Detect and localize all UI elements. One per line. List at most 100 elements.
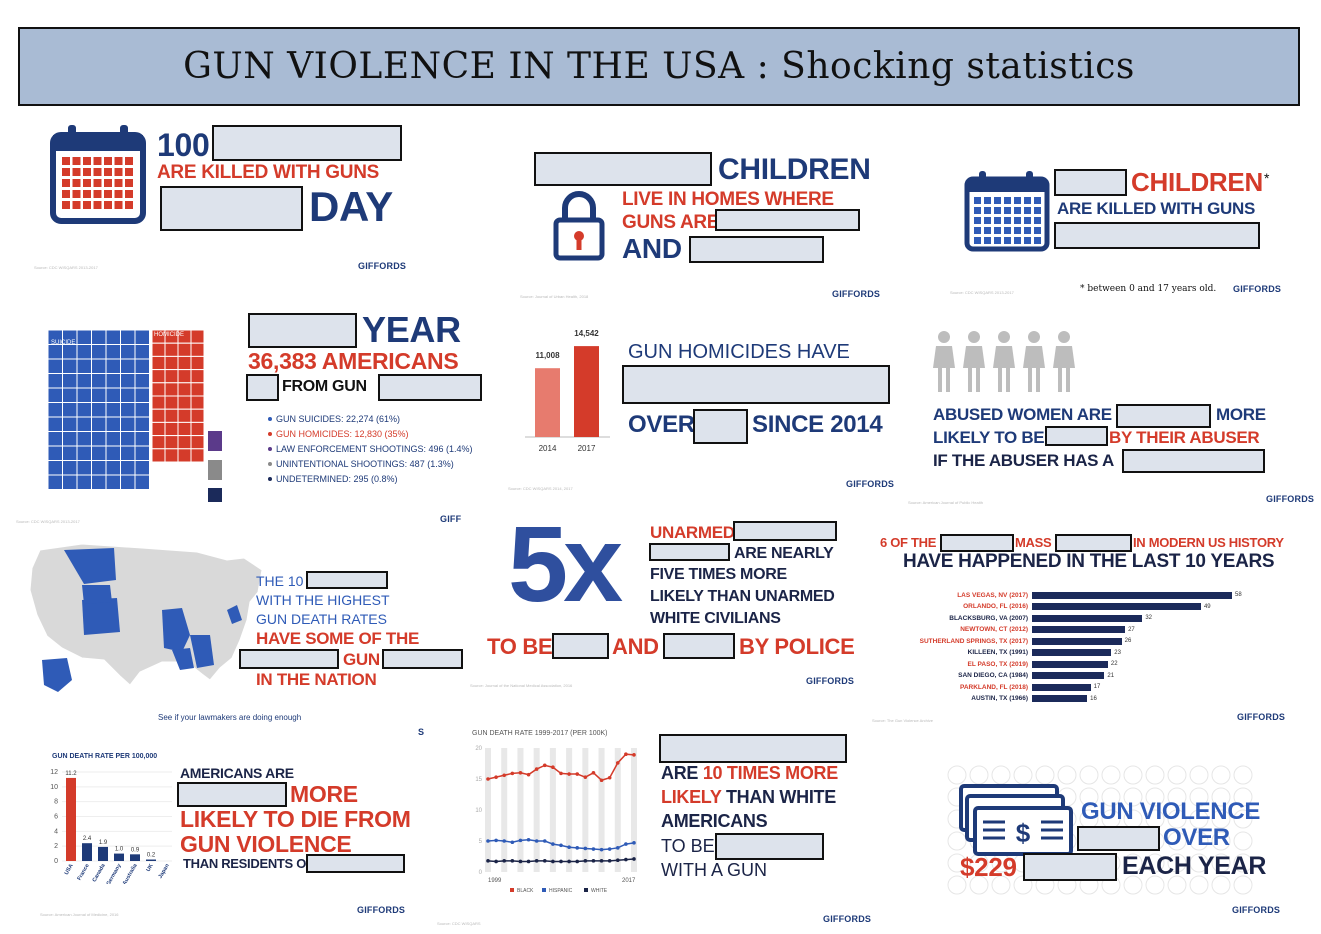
data-point <box>607 859 612 863</box>
data-point <box>526 837 531 842</box>
have-some-text: HAVE SOME OF THE <box>256 629 420 648</box>
coin-icon <box>1189 765 1209 785</box>
woman-icon <box>1066 368 1070 392</box>
calendar-icon <box>50 125 146 224</box>
over-text: OVER <box>1163 824 1230 851</box>
bar-value-label: 16 <box>1090 695 1097 702</box>
state-alaska <box>42 658 72 692</box>
calendar-cell <box>1024 227 1031 234</box>
blank-field <box>715 209 860 231</box>
calendar-cell <box>974 227 981 234</box>
blank-field <box>177 782 287 807</box>
waffle-cell-suicide <box>105 358 121 374</box>
americans-count: 36,383 AMERICANS <box>248 348 459 374</box>
bar-value-label: 27 <box>1128 626 1135 633</box>
bar <box>146 859 156 861</box>
six-of-text: 6 OF THE <box>880 535 937 550</box>
bar-value-label: 11.2 <box>65 771 77 777</box>
waffle-law-enforcement <box>208 431 222 451</box>
waffle-cell-homicide <box>164 421 179 437</box>
data-point <box>486 777 490 781</box>
woman-icon <box>1028 331 1040 343</box>
woman-icon <box>1053 346 1075 368</box>
legend-item: UNDETERMINED: 295 (0.8%) <box>268 474 473 484</box>
giffords-logo: GIFFORDS <box>358 261 407 271</box>
calendar-cell <box>974 237 981 244</box>
bar <box>98 846 108 861</box>
waffle-cell-suicide <box>76 431 92 447</box>
waffle-undetermined <box>208 488 222 502</box>
waffle-cell-homicide <box>190 330 205 344</box>
blank-field <box>689 236 824 263</box>
calendar-cell <box>104 157 112 165</box>
calendar-cell <box>1014 227 1021 234</box>
bar-label: LAS VEGAS, NV (2017) <box>957 591 1028 599</box>
blank-field <box>382 649 463 669</box>
state-mississippi-alabama <box>190 635 214 668</box>
age-footnote: * between 0 and 17 years old. <box>1080 284 1217 294</box>
bar-row: LAS VEGAS, NV (2017) 58 <box>870 590 1242 600</box>
coin-icon <box>1167 809 1187 829</box>
since-text: SINCE 2014 <box>752 411 883 438</box>
data-point <box>559 843 563 848</box>
gun-violence-text: GUN VIOLENCE <box>1081 798 1261 825</box>
americans-text: AMERICANS <box>661 811 768 831</box>
calendar-cell <box>125 168 133 176</box>
waffle-cell-suicide <box>105 402 121 418</box>
y-tick-label: 10 <box>50 784 58 791</box>
coin-icon <box>1079 765 1099 785</box>
bar-label: PARKLAND, FL (2018) <box>959 683 1028 691</box>
waffle-cell-suicide <box>91 431 107 447</box>
blank-field <box>246 374 279 401</box>
calendar-cell <box>1014 197 1021 204</box>
highest-text: WITH THE HIGHEST <box>256 592 390 608</box>
waffle-cell-suicide <box>48 431 63 447</box>
calendar-cell <box>93 168 102 176</box>
by-police-text: BY POLICE <box>739 634 855 659</box>
calendar-cell <box>125 190 133 198</box>
bar-row: KILLEEN, TX (1991) 23 <box>870 648 1121 658</box>
children-text: CHILDREN <box>1131 167 1263 197</box>
data-point <box>510 859 515 863</box>
waffle-cell-homicide <box>190 435 205 450</box>
calendar-cell <box>1004 217 1011 224</box>
y-tick-label: 2 <box>54 843 58 850</box>
last-ten-years-text: HAVE HAPPENED IN THE LAST 10 YEARS <box>903 551 1275 572</box>
coin-icon <box>1167 765 1187 785</box>
calendar-cell <box>994 237 1001 244</box>
woman-icon <box>998 331 1010 343</box>
coin-icon <box>1167 787 1187 807</box>
bar-row: EL PASO, TX (2019) 22 <box>870 659 1118 669</box>
waffle-cell-suicide <box>76 344 92 360</box>
waffle-cell-suicide <box>105 431 121 447</box>
calendar-cell <box>72 190 81 198</box>
calendar-cell <box>72 168 81 176</box>
coin-icon <box>1189 809 1209 829</box>
waffle-cell-homicide <box>164 408 179 423</box>
calendar-cell <box>83 157 91 165</box>
x-tick-label: 2017 <box>578 444 596 453</box>
waffle-cell-suicide <box>76 387 92 403</box>
waffle-cell-suicide <box>76 373 92 389</box>
waffle-cell-homicide <box>190 408 205 423</box>
lawmakers-link[interactable]: See if your lawmakers are doing enough <box>158 713 302 722</box>
waffle-cell-suicide <box>62 445 78 461</box>
suicide-label: SUICIDE <box>51 340 75 346</box>
waffle-cell-homicide <box>190 369 205 384</box>
data-point <box>559 859 563 864</box>
coin-icon <box>1123 765 1143 785</box>
modern-history-text: IN MODERN US HISTORY <box>1133 535 1284 550</box>
data-point <box>551 765 555 770</box>
are-nearly-text: ARE NEARLY <box>734 545 834 562</box>
waffle-cell-homicide <box>164 448 179 463</box>
bar-row: PARKLAND, FL (2018) 17 <box>870 682 1100 692</box>
data-point <box>575 859 580 864</box>
bar-row: NEWTOWN, CT (2012) 27 <box>870 625 1135 635</box>
waffle-cell-suicide <box>62 387 78 403</box>
giffords-logo-cut: GIFF <box>440 514 462 524</box>
data-point <box>591 847 596 851</box>
waffle-cell-suicide <box>76 358 92 374</box>
source-note: Source: CDC WISQARS 2013-2017 <box>34 265 98 270</box>
bar-value-label: 0.2 <box>147 853 156 859</box>
guns-are-text: GUNS ARE <box>622 212 720 233</box>
